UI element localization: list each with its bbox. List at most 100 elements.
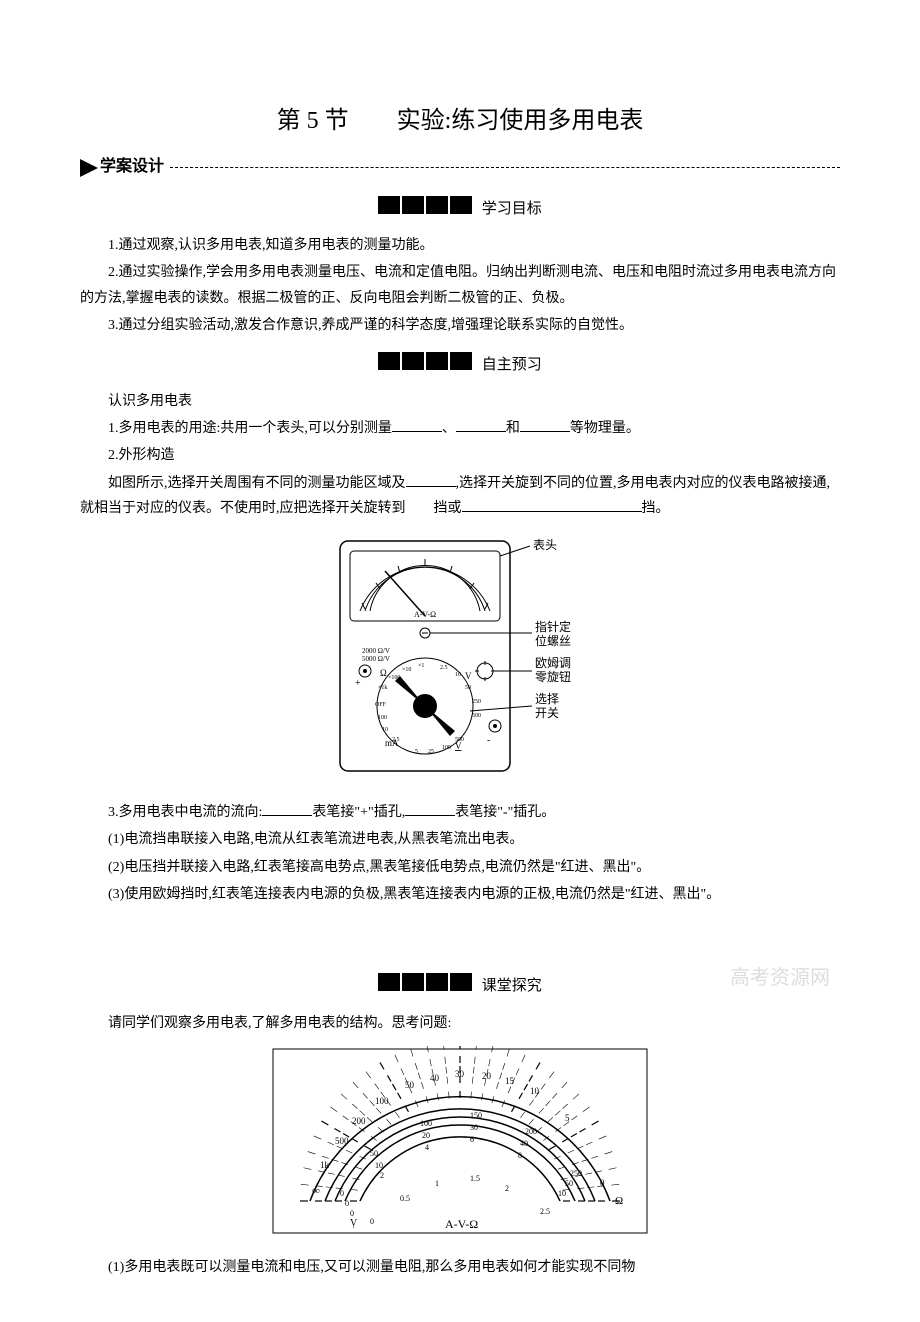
svg-text:10: 10 (382, 727, 388, 733)
v-label: V (465, 671, 472, 681)
svg-text:250: 250 (472, 699, 481, 705)
svg-text:20: 20 (422, 1131, 430, 1140)
svg-text:500: 500 (472, 713, 481, 719)
svg-text:1.5: 1.5 (470, 1174, 480, 1183)
blank (405, 802, 455, 816)
svg-text:50: 50 (370, 1149, 378, 1158)
text: 挡。 (642, 501, 670, 516)
blank (392, 418, 442, 432)
svg-text:10: 10 (558, 1189, 566, 1198)
explore-q1: (1)多用电表既可以测量电流和电压,又可以测量电阻,那么多用电表如何才能实现不同… (80, 1255, 840, 1280)
multimeter-figure: A-V-Ω Ω V mA V ×1k×100 ×10×1 2.510 50250… (80, 531, 840, 790)
svg-text:5000 Ω/V: 5000 Ω/V (362, 655, 390, 663)
svg-text:2: 2 (505, 1184, 509, 1193)
svg-text:1k: 1k (320, 1160, 330, 1170)
design-label: 学案设计 (100, 153, 164, 182)
text: 3.多用电表中电流的流向: (108, 805, 262, 820)
svg-text:40: 40 (520, 1139, 528, 1148)
triangle-icon (80, 159, 98, 177)
blank (262, 802, 312, 816)
svg-text:20: 20 (482, 1071, 492, 1081)
explore-intro: 请同学们观察多用电表,了解多用电表的结构。思考问题: (80, 1011, 840, 1036)
text: 1.多用电表的用途:共用一个表头,可以分别测量 (108, 421, 392, 436)
text: 和 (506, 421, 520, 436)
preview-p3-1: (1)电流挡串联接入电路,电流从红表笔流进电表,从黑表笔流出电表。 (80, 827, 840, 852)
svg-text:×1k: ×1k (378, 685, 387, 691)
svg-text:2.5: 2.5 (540, 1207, 550, 1216)
blank (462, 498, 642, 512)
svg-text:500: 500 (455, 737, 464, 743)
heading-preview: 自主预习 (80, 352, 840, 379)
svg-text:×100: ×100 (388, 675, 400, 681)
preview-p3: 3.多用电表中电流的流向:表笔接"+"插孔,表笔接"-"插孔。 (80, 800, 840, 825)
label-head: 表头 (533, 538, 557, 552)
svg-text:100: 100 (378, 715, 387, 721)
heading-preview-text: 自主预习 (482, 352, 542, 379)
label-ohm1: 欧姆调 (535, 656, 571, 670)
svg-text:30: 30 (455, 1069, 465, 1079)
box-icon (378, 196, 474, 223)
blank (406, 473, 456, 487)
preview-p3-3: (3)使用欧姆挡时,红表笔连接表内电源的负极,黑表笔连接表内电源的正极,电流仍然… (80, 882, 840, 907)
svg-text:250: 250 (570, 1169, 582, 1178)
svg-text:×10: ×10 (402, 667, 411, 673)
svg-text:100: 100 (375, 1096, 389, 1106)
text: 表笔接"+"插孔, (312, 805, 405, 820)
preview-intro: 认识多用电表 (80, 389, 840, 414)
svg-text:100: 100 (420, 1119, 432, 1128)
text: 等物理量。 (570, 421, 640, 436)
svg-text:2: 2 (380, 1171, 384, 1180)
heading-goals: 学习目标 (80, 196, 840, 223)
heading-explore-text: 课堂探究 (482, 973, 542, 1000)
svg-text:500: 500 (335, 1136, 349, 1146)
label-ohm2: 零旋钮 (535, 669, 571, 684)
svg-text:×1: ×1 (418, 663, 424, 669)
dash-line (170, 167, 840, 168)
box-icon (378, 352, 474, 379)
svg-text:0: 0 (370, 1217, 374, 1226)
multimeter-svg: A-V-Ω Ω V mA V ×1k×100 ×10×1 2.510 50250… (300, 531, 620, 781)
text: 如图所示,选择开关周围有不同的测量功能区域及 (108, 476, 406, 491)
heading-goals-text: 学习目标 (482, 196, 542, 223)
svg-text:50: 50 (565, 1179, 573, 1188)
text: 、 (442, 421, 456, 436)
svg-text:0: 0 (600, 1178, 605, 1188)
svg-text:-: - (487, 735, 490, 746)
svg-text:1: 1 (435, 1179, 439, 1188)
svg-text:10: 10 (375, 1161, 383, 1170)
preview-p1: 1.多用电表的用途:共用一个表头,可以分别测量 、 和 等物理量。 (80, 416, 840, 441)
svg-text:150: 150 (470, 1111, 482, 1120)
svg-text:100: 100 (442, 745, 451, 751)
svg-text:Ω: Ω (615, 1195, 623, 1207)
svg-text:0: 0 (340, 1189, 344, 1198)
svg-text:2000 Ω/V: 2000 Ω/V (362, 647, 390, 655)
svg-text:OFF: OFF (375, 702, 387, 708)
label-screw1: 指针定 (535, 619, 571, 634)
label-sw1: 选择 (535, 692, 559, 706)
avohm-label: A-V-Ω (414, 610, 436, 619)
svg-text:25: 25 (428, 749, 434, 755)
svg-text:4: 4 (425, 1143, 429, 1152)
svg-text:0.5: 0.5 (400, 1194, 410, 1203)
svg-text:50: 50 (465, 685, 471, 691)
preview-p2: 2.外形构造 (80, 443, 840, 468)
design-banner: 学案设计 (80, 153, 840, 182)
goal-3: 3.通过分组实验活动,激发合作意识,养成严谨的科学态度,增强理论联系实际的自觉性… (80, 313, 840, 338)
svg-text:50: 50 (405, 1080, 415, 1090)
svg-text:8: 8 (518, 1151, 522, 1160)
svg-text:10: 10 (455, 672, 461, 678)
preview-p2-body: 如图所示,选择开关周围有不同的测量功能区域及,选择开关旋到不同的位置,多用电表内… (80, 471, 840, 521)
svg-text:200: 200 (352, 1116, 366, 1126)
ohm-label: Ω (380, 668, 387, 678)
svg-text:5: 5 (415, 749, 418, 755)
page-title: 第 5 节 实验:练习使用多用电表 (80, 100, 840, 143)
heading-explore: 课堂探究 (80, 973, 840, 1000)
av-label: A-V-Ω (445, 1217, 478, 1231)
dial-svg: ∞ 1k 500 200 100 50 40 30 20 15 10 5 0 Ω… (270, 1046, 650, 1236)
svg-text:30: 30 (470, 1123, 478, 1132)
label-screw2: 位螺丝 (535, 633, 571, 648)
blank (520, 418, 570, 432)
svg-text:40: 40 (430, 1073, 440, 1083)
svg-text:+: + (355, 678, 361, 689)
goal-1: 1.通过观察,认识多用电表,知道多用电表的测量功能。 (80, 233, 840, 258)
